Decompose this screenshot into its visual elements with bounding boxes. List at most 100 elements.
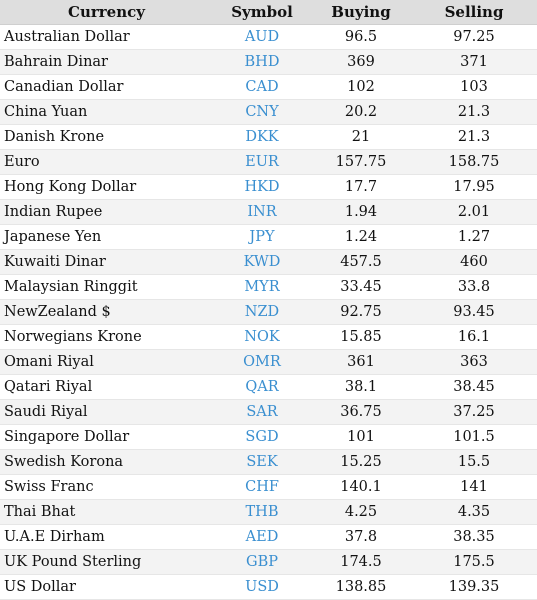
cell-currency: Danish Krone (0, 124, 213, 150)
cell-currency: Singapore Dollar (0, 424, 213, 450)
cell-selling: 37.25 (411, 399, 537, 425)
table-row: US Dollar USD 138.85 139.35 (0, 574, 537, 600)
cell-selling: 101.5 (411, 424, 537, 450)
cell-currency: Indian Rupee (0, 199, 213, 225)
cell-selling: 460 (411, 249, 537, 275)
cell-symbol: MYR (213, 274, 311, 300)
cell-selling: 103 (411, 74, 537, 100)
cell-currency: Australian Dollar (0, 24, 213, 50)
table-row: Omani Riyal OMR 361 363 (0, 349, 537, 375)
cell-buying: 38.1 (311, 374, 411, 400)
cell-buying: 15.85 (311, 324, 411, 350)
table-row: Malaysian Ringgit MYR 33.45 33.8 (0, 274, 537, 300)
cell-selling: 38.35 (411, 524, 537, 550)
table-row: Qatari Riyal QAR 38.1 38.45 (0, 374, 537, 400)
cell-symbol: CHF (213, 474, 311, 500)
cell-currency: Norwegians Krone (0, 324, 213, 350)
cell-currency: Thai Bhat (0, 499, 213, 525)
cell-symbol: KWD (213, 249, 311, 275)
cell-currency: Malaysian Ringgit (0, 274, 213, 300)
table-row: Singapore Dollar SGD 101 101.5 (0, 424, 537, 450)
cell-buying: 140.1 (311, 474, 411, 500)
table-row: Norwegians Krone NOK 15.85 16.1 (0, 324, 537, 350)
cell-buying: 20.2 (311, 99, 411, 125)
cell-buying: 17.7 (311, 174, 411, 200)
cell-symbol: NZD (213, 299, 311, 325)
table-row: Indian Rupee INR 1.94 2.01 (0, 199, 537, 225)
cell-currency: Euro (0, 149, 213, 175)
cell-selling: 21.3 (411, 99, 537, 125)
cell-symbol: NOK (213, 324, 311, 350)
cell-symbol: INR (213, 199, 311, 225)
cell-currency: U.A.E Dirham (0, 524, 213, 550)
table-row: U.A.E Dirham AED 37.8 38.35 (0, 524, 537, 550)
cell-buying: 174.5 (311, 549, 411, 575)
cell-currency: Bahrain Dinar (0, 49, 213, 75)
cell-symbol: CAD (213, 74, 311, 100)
table-row: Euro EUR 157.75 158.75 (0, 149, 537, 175)
cell-currency: Kuwaiti Dinar (0, 249, 213, 275)
cell-currency: China Yuan (0, 99, 213, 125)
table-body: Australian Dollar AUD 96.5 97.25 Bahrain Din… (0, 24, 537, 600)
cell-symbol: HKD (213, 174, 311, 200)
cell-symbol: OMR (213, 349, 311, 375)
cell-currency: Swedish Korona (0, 449, 213, 475)
cell-buying: 96.5 (311, 24, 411, 50)
cell-symbol: USD (213, 574, 311, 600)
cell-symbol: SEK (213, 449, 311, 475)
cell-buying: 1.94 (311, 199, 411, 225)
cell-buying: 92.75 (311, 299, 411, 325)
cell-selling: 93.45 (411, 299, 537, 325)
cell-symbol: AUD (213, 24, 311, 50)
table-row: Australian Dollar AUD 96.5 97.25 (0, 24, 537, 50)
cell-buying: 138.85 (311, 574, 411, 600)
cell-selling: 141 (411, 474, 537, 500)
header-row: Currency Symbol Buying Selling (0, 0, 537, 25)
table-row: Japanese Yen JPY 1.24 1.27 (0, 224, 537, 250)
cell-selling: 15.5 (411, 449, 537, 475)
cell-buying: 36.75 (311, 399, 411, 425)
cell-symbol: DKK (213, 124, 311, 150)
cell-buying: 37.8 (311, 524, 411, 550)
cell-symbol: THB (213, 499, 311, 525)
cell-buying: 15.25 (311, 449, 411, 475)
header-currency: Currency (0, 0, 213, 25)
table-row: Danish Krone DKK 21 21.3 (0, 124, 537, 150)
cell-selling: 16.1 (411, 324, 537, 350)
cell-currency: Canadian Dollar (0, 74, 213, 100)
cell-selling: 1.27 (411, 224, 537, 250)
header-buying: Buying (311, 0, 411, 25)
cell-symbol: CNY (213, 99, 311, 125)
cell-selling: 2.01 (411, 199, 537, 225)
table-row: NewZealand $ NZD 92.75 93.45 (0, 299, 537, 325)
cell-symbol: BHD (213, 49, 311, 75)
cell-selling: 33.8 (411, 274, 537, 300)
cell-symbol: SGD (213, 424, 311, 450)
table-row: Saudi Riyal SAR 36.75 37.25 (0, 399, 537, 425)
cell-buying: 101 (311, 424, 411, 450)
cell-currency: Qatari Riyal (0, 374, 213, 400)
cell-buying: 33.45 (311, 274, 411, 300)
table-row: Swiss Franc CHF 140.1 141 (0, 474, 537, 500)
cell-selling: 4.35 (411, 499, 537, 525)
table-row: Swedish Korona SEK 15.25 15.5 (0, 449, 537, 475)
table-row: Thai Bhat THB 4.25 4.35 (0, 499, 537, 525)
cell-selling: 175.5 (411, 549, 537, 575)
cell-selling: 363 (411, 349, 537, 375)
table-row: China Yuan CNY 20.2 21.3 (0, 99, 537, 125)
table-row: Hong Kong Dollar HKD 17.7 17.95 (0, 174, 537, 200)
cell-buying: 157.75 (311, 149, 411, 175)
cell-symbol: QAR (213, 374, 311, 400)
cell-currency: UK Pound Sterling (0, 549, 213, 575)
cell-selling: 38.45 (411, 374, 537, 400)
cell-currency: NewZealand $ (0, 299, 213, 325)
cell-currency: Hong Kong Dollar (0, 174, 213, 200)
cell-buying: 457.5 (311, 249, 411, 275)
table-row: Canadian Dollar CAD 102 103 (0, 74, 537, 100)
cell-buying: 4.25 (311, 499, 411, 525)
table-row: Bahrain Dinar BHD 369 371 (0, 49, 537, 75)
cell-currency: Omani Riyal (0, 349, 213, 375)
cell-buying: 369 (311, 49, 411, 75)
table-row: UK Pound Sterling GBP 174.5 175.5 (0, 549, 537, 575)
cell-selling: 97.25 (411, 24, 537, 50)
